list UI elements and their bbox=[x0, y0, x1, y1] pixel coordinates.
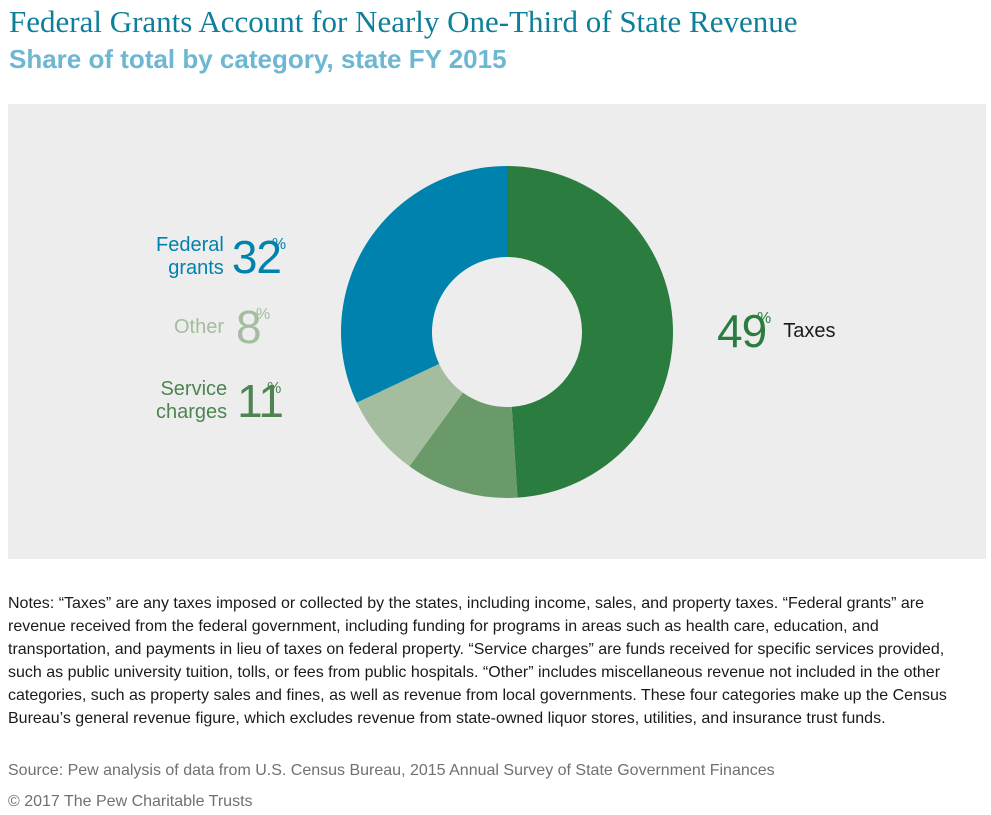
label-other-pct: % bbox=[256, 306, 271, 323]
label-federal-grants-value: 32 bbox=[231, 231, 282, 283]
label-taxes-name: Taxes bbox=[783, 319, 836, 342]
donut-slice-taxes bbox=[507, 166, 673, 498]
label-federal-grants-line2: grants bbox=[168, 257, 224, 279]
label-taxes-value: 49 bbox=[717, 305, 767, 357]
label-other-name: Other bbox=[174, 315, 225, 338]
label-taxes: 49 % Taxes bbox=[717, 308, 835, 354]
label-service-charges: Service charges 11 % bbox=[156, 375, 284, 427]
chart-subtitle: Share of total by category, state FY 201… bbox=[9, 44, 507, 74]
label-other-value: 8 bbox=[236, 301, 262, 353]
donut-slice-other bbox=[356, 363, 463, 467]
label-service-charges-pct: % bbox=[267, 380, 282, 397]
chart-notes: Notes: “Taxes” are any taxes imposed or … bbox=[8, 595, 947, 727]
chart-title: Federal Grants Account for Nearly One-Th… bbox=[9, 4, 798, 39]
chart-panel: Federal grants 32 % Other 8 % Service ch… bbox=[8, 104, 986, 559]
label-service-charges-line2: charges bbox=[156, 401, 228, 423]
label-service-charges-name: Service charges bbox=[156, 378, 227, 424]
chart-copyright: © 2017 The Pew Charitable Trusts bbox=[8, 793, 253, 810]
label-service-charges-value: 11 bbox=[237, 375, 284, 427]
donut-slice-service-charges bbox=[409, 392, 518, 498]
label-other: Other 8 % bbox=[174, 304, 270, 350]
label-taxes-pct: % bbox=[757, 310, 772, 327]
label-federal-grants: Federal grants 32 % bbox=[156, 234, 286, 280]
donut-slice-federal-grants bbox=[340, 166, 507, 403]
label-federal-grants-name: Federal grants bbox=[156, 234, 224, 280]
donut-chart bbox=[340, 166, 673, 498]
label-federal-grants-pct: % bbox=[271, 236, 287, 253]
label-service-charges-line1: Service bbox=[160, 378, 228, 400]
chart-source: Source: Pew analysis of data from U.S. C… bbox=[8, 762, 775, 779]
label-federal-grants-line1: Federal bbox=[156, 234, 224, 256]
